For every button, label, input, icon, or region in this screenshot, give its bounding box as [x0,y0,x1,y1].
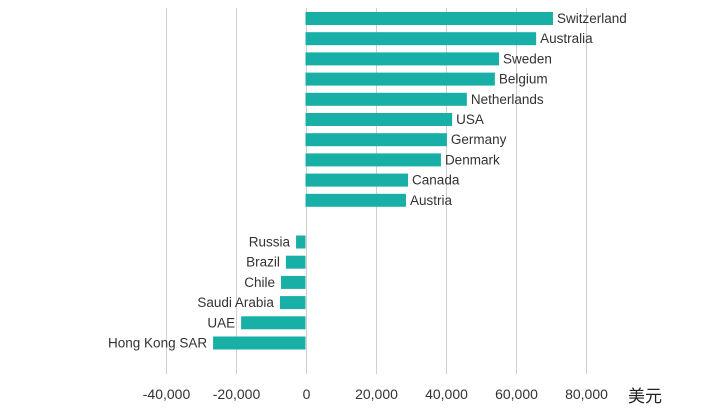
category-label: Hong Kong SAR [108,336,207,351]
bar-brazil [285,255,306,269]
bar-australia [305,32,537,46]
bar-germany [305,133,447,147]
gridlines [166,8,587,374]
x-tick-label: 20,000 [355,386,398,402]
bar-austria [305,193,406,207]
x-tick-label: -40,000 [143,386,191,402]
bar-chile [281,275,306,289]
bar-netherlands [305,92,467,106]
category-labels: Switzerland Australia Sweden Belgium Netherl… [108,11,627,351]
bar-russia [296,235,306,249]
bar-usa [305,113,453,126]
bar-denmark [305,153,441,167]
bar-switzerland [305,12,553,25]
x-tick-label: 40,000 [425,386,468,402]
x-tick-label: 60,000 [495,386,538,402]
category-label: Netherlands [471,92,544,107]
bar-saudi-arabia [279,296,306,310]
x-axis-unit-label: 美元 [628,387,662,407]
category-label: Denmark [445,152,500,167]
category-label: Chile [244,275,275,290]
x-tick-label: 80,000 [565,386,608,402]
category-label: Austria [410,193,453,208]
category-label: Australia [540,31,593,46]
bar-belgium [305,72,495,86]
bars [213,12,553,350]
bar-sweden [305,52,500,66]
x-tick-label: 0 [303,386,311,402]
category-label: UAE [207,315,235,330]
category-label: Germany [451,132,507,147]
category-label: Switzerland [557,11,627,26]
category-label: Belgium [499,72,548,87]
x-axis-tick-labels: -40,000 -20,000 0 20,000 40,000 60,000 80,000 [143,386,608,402]
bar-hong-kong-sar [213,336,306,350]
bar-canada [305,173,409,187]
bar-uae [241,316,306,330]
category-label: Russia [249,235,291,250]
category-label: Saudi Arabia [197,295,274,310]
category-label: Canada [412,173,460,188]
category-label: USA [456,112,484,127]
category-label: Sweden [503,51,552,66]
category-label: Brazil [246,255,280,270]
x-tick-label: -20,000 [213,386,261,402]
